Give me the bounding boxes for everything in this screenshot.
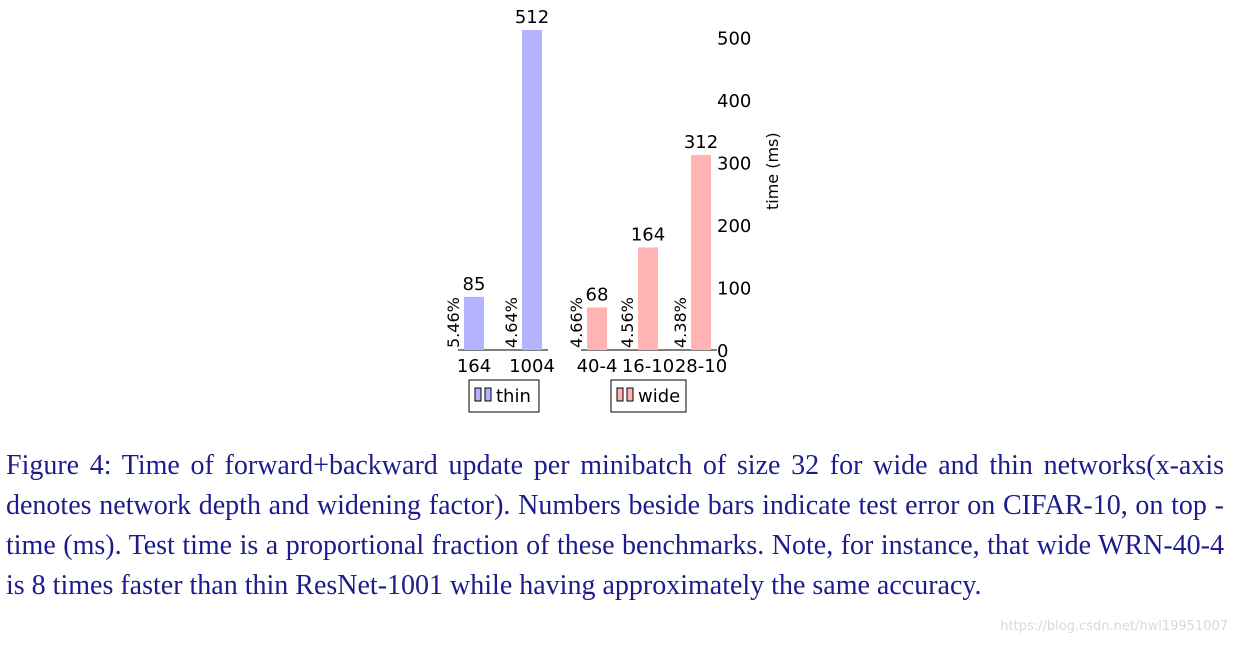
value-label: 512 xyxy=(515,7,549,28)
bar-wide-28-10 xyxy=(691,155,711,350)
error-label: 5.46% xyxy=(444,297,463,348)
category-label: 40-4 xyxy=(577,356,618,377)
value-label: 68 xyxy=(586,285,609,306)
legend-label: thin xyxy=(496,386,531,407)
y-tick-label: 100 xyxy=(717,279,751,300)
error-label: 4.56% xyxy=(618,297,637,348)
bar-wide-16-10 xyxy=(638,247,658,350)
bar-chart: 85 164 5.46% 512 1004 4.64% thin 68 40-4 4.66% 164… xyxy=(444,7,782,413)
y-axis-label: time (ms) xyxy=(763,132,782,210)
watermark: https://blog.csdn.net/hwl19951007 xyxy=(1000,619,1228,634)
category-label: 16-10 xyxy=(622,356,674,377)
value-label: 85 xyxy=(463,274,486,295)
category-label: 28-10 xyxy=(675,356,727,377)
legend-swatch xyxy=(484,387,492,402)
error-label: 4.66% xyxy=(567,297,586,348)
error-label: 4.38% xyxy=(671,297,690,348)
category-label: 1004 xyxy=(509,356,555,377)
y-tick-label: 0 xyxy=(717,341,728,362)
legend-swatch xyxy=(616,387,624,402)
bar-thin-164 xyxy=(464,296,484,350)
figure-caption: Figure 4: Time of forward+backward updat… xyxy=(6,450,1224,601)
y-tick-label: 400 xyxy=(717,91,751,112)
y-tick-label: 500 xyxy=(717,29,751,50)
legend-swatch xyxy=(626,387,634,402)
value-label: 312 xyxy=(684,132,718,153)
y-tick-label: 200 xyxy=(717,216,751,237)
legend-label: wide xyxy=(638,386,680,407)
value-label: 164 xyxy=(631,225,665,246)
error-label: 4.64% xyxy=(502,297,521,348)
bar-wide-40-4 xyxy=(587,307,607,350)
legend-box-thin xyxy=(468,379,540,413)
y-tick-label: 300 xyxy=(717,154,751,175)
bar-thin-1004 xyxy=(522,30,542,350)
category-label: 164 xyxy=(457,356,491,377)
legend-swatch xyxy=(474,387,482,402)
